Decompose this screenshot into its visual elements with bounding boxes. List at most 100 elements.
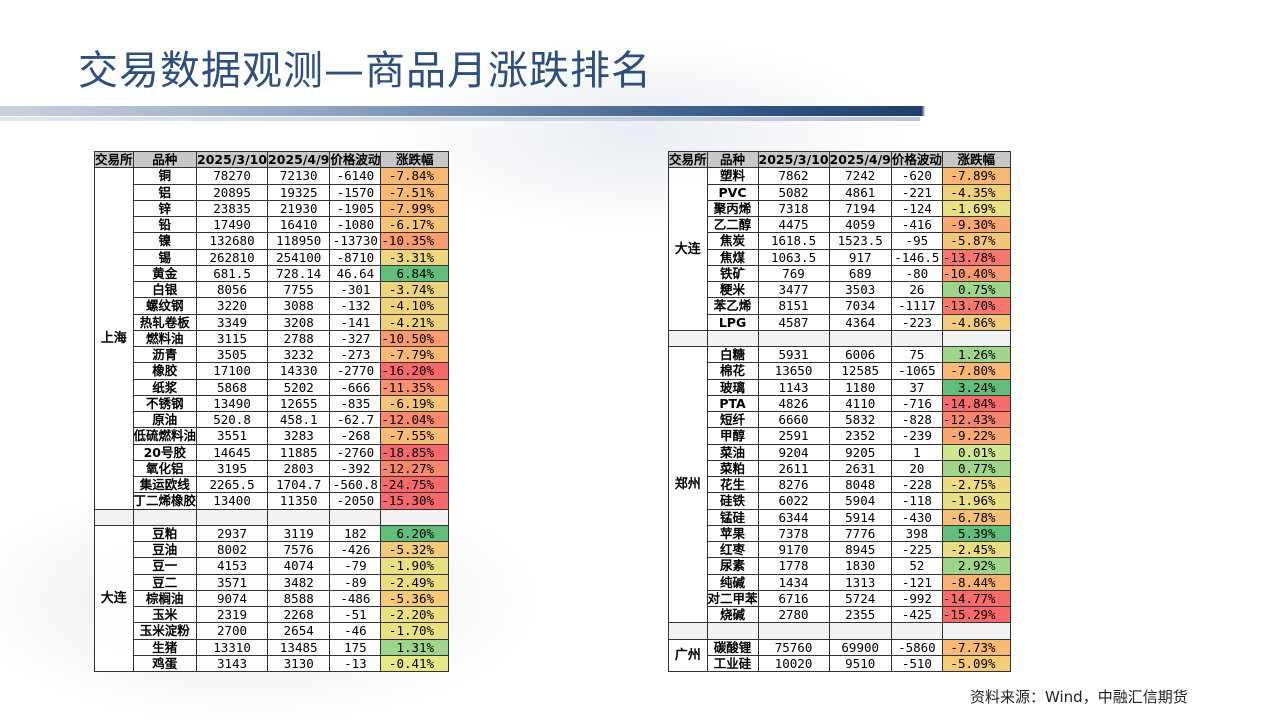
change-percent-cell: -1.96%: [941, 492, 1011, 510]
separator-row: [94, 508, 450, 526]
commodity-name: 烧碱: [706, 605, 759, 624]
commodity-name: 菜油: [706, 443, 759, 461]
column-header: 交易所: [668, 150, 708, 169]
column-header: 价格波动: [329, 150, 382, 169]
commodity-name: 黄金: [132, 264, 198, 283]
price-change-cell: -62.7: [329, 410, 382, 429]
table-row: 玻璃 1143 1180 37 3.24%: [669, 378, 1011, 396]
price-start-cell: 3349: [196, 313, 269, 331]
price-end-cell: 3482: [267, 573, 331, 591]
price-start-cell: 2265.5: [196, 475, 269, 494]
price-end-cell: 2788: [267, 329, 331, 348]
price-change-cell: 75: [890, 345, 943, 364]
change-percent-cell: -13.78%: [941, 248, 1011, 266]
price-end-cell: 7242: [828, 167, 892, 185]
price-end-cell: 13485: [267, 638, 331, 656]
table-row: 沥青 3505 3232 -273 -7.79%: [95, 345, 450, 364]
change-percent-cell: -10.50%: [380, 329, 450, 348]
price-start-cell: 3143: [196, 654, 269, 673]
table-row: 硅铁 6022 5904 -118 -1.96%: [669, 492, 1011, 510]
table-row: 棉花 13650 12585 -1065 -7.80%: [669, 362, 1011, 380]
column-header: 涨跌幅: [941, 150, 1011, 169]
table-row: 锌 23835 21930 -1905 -7.99%: [95, 199, 450, 218]
source-note: 资料来源：Wind，中融汇信期货: [970, 688, 1188, 706]
change-percent-cell: -8.44%: [941, 573, 1011, 591]
commodity-name: 鸡蛋: [132, 654, 198, 673]
price-change-cell: -828: [890, 410, 943, 429]
price-start-cell: 2700: [196, 622, 269, 640]
change-percent-cell: 6.84%: [380, 264, 450, 283]
commodity-name: 塑料: [706, 167, 759, 185]
price-end-cell: 458.1: [267, 410, 331, 429]
commodity-name: 豆二: [132, 573, 198, 591]
change-percent-cell: -14.84%: [941, 394, 1011, 413]
exchange-cell: [94, 508, 134, 526]
price-change-cell: -80: [890, 264, 943, 283]
commodity-name: 铅: [132, 215, 198, 234]
price-end-cell: 8048: [828, 475, 892, 494]
table-row: 对二甲苯 6716 5724 -992 -14.77%: [669, 589, 1011, 608]
table-header-row: 交易所 品种 2025/3/10 2025/4/9 价格波动 涨跌幅: [94, 150, 450, 169]
table-row: 乙二醇 4475 4059 -416 -9.30%: [669, 215, 1011, 234]
price-start-cell: 9204: [757, 443, 830, 461]
commodity-name: 20号胶: [132, 443, 198, 461]
price-start-cell: 5931: [757, 345, 830, 364]
price-change-cell: -46: [329, 622, 382, 640]
commodity-name: [706, 329, 759, 348]
price-end-cell: 5202: [267, 378, 331, 396]
price-end-cell: 21930: [267, 199, 331, 218]
change-percent-cell: -18.85%: [380, 443, 450, 461]
commodity-name: 红枣: [706, 540, 759, 559]
table-row: 热轧卷板 3349 3208 -141 -4.21%: [95, 313, 450, 331]
commodity-name: 白银: [132, 280, 198, 299]
price-change-cell: -327: [329, 329, 382, 348]
price-start-cell: [757, 329, 830, 348]
commodity-name: 苯乙烯: [706, 297, 759, 315]
commodity-name: 氧化铝: [132, 459, 198, 478]
price-start-cell: 9074: [196, 589, 269, 608]
change-percent-cell: -1.70%: [380, 622, 450, 640]
price-start-cell: 13400: [196, 492, 269, 510]
table-row: 豆油 8002 7576 -426 -5.32%: [95, 540, 450, 559]
commodity-name: 螺纹钢: [132, 297, 198, 315]
table-row: 纸浆 5868 5202 -666 -11.35%: [95, 378, 450, 396]
price-change-cell: -301: [329, 280, 382, 299]
commodity-name: 纸浆: [132, 378, 198, 396]
commodity-name: 白糖: [706, 345, 759, 364]
price-change-cell: -225: [890, 540, 943, 559]
price-end-cell: 3503: [828, 280, 892, 299]
table-row: 豆二 3571 3482 -89 -2.49%: [95, 573, 450, 591]
change-percent-cell: -6.19%: [380, 394, 450, 413]
price-end-cell: 1704.7: [267, 475, 331, 494]
price-change-cell: -95: [890, 232, 943, 250]
price-start-cell: 13310: [196, 638, 269, 656]
table-row: 鸡蛋 3143 3130 -13 -0.41%: [95, 654, 450, 673]
price-end-cell: 7034: [828, 297, 892, 315]
table-row: 生猪 13310 13485 175 1.31%: [95, 638, 450, 656]
commodity-name: 低硫燃料油: [132, 427, 198, 445]
column-header: 2025/3/10: [757, 150, 830, 169]
price-end-cell: 1313: [828, 573, 892, 591]
commodity-name: 集运欧线: [132, 475, 198, 494]
change-percent-cell: [941, 622, 1011, 640]
exchange-cell: 大连: [668, 167, 708, 331]
table-row: 纯碱 1434 1313 -121 -8.44%: [669, 573, 1011, 591]
price-end-cell: 3119: [267, 524, 331, 543]
price-start-cell: 14645: [196, 443, 269, 461]
price-start-cell: 4153: [196, 557, 269, 575]
price-end-cell: 3130: [267, 654, 331, 673]
price-change-cell: -5860: [890, 638, 943, 656]
commodity-name: 豆油: [132, 540, 198, 559]
price-change-cell: 182: [329, 524, 382, 543]
price-change-cell: -121: [890, 573, 943, 591]
commodity-name: 聚丙烯: [706, 199, 759, 218]
price-start-cell: 7862: [757, 167, 830, 185]
commodity-name: 镍: [132, 232, 198, 250]
commodity-name: 碳酸锂: [706, 638, 759, 656]
price-start-cell: 10020: [757, 654, 830, 673]
commodity-name: 焦炭: [706, 232, 759, 250]
commodity-name: 沥青: [132, 345, 198, 364]
change-percent-cell: 5.39%: [941, 524, 1011, 543]
price-end-cell: 9510: [828, 654, 892, 673]
price-start-cell: 5082: [757, 183, 830, 201]
